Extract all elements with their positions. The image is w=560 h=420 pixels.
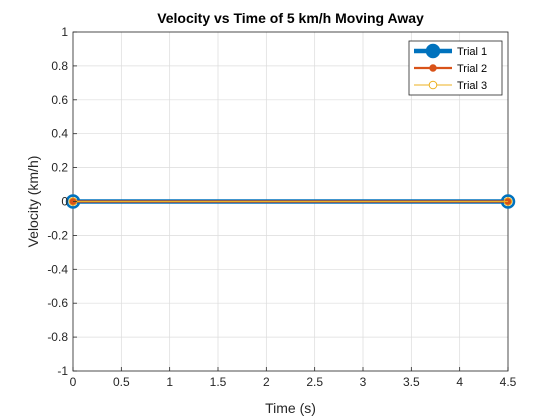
x-tick-label: 1 bbox=[166, 375, 173, 389]
y-tick-label: -0.2 bbox=[47, 228, 68, 242]
y-tick-label: -0.8 bbox=[47, 330, 68, 344]
y-tick-label: 0.2 bbox=[51, 161, 68, 175]
legend-marker bbox=[429, 64, 437, 72]
x-tick-label: 4.5 bbox=[500, 375, 517, 389]
y-axis-label: Velocity (km/h) bbox=[25, 156, 41, 248]
y-tick-label: 0.6 bbox=[51, 93, 68, 107]
legend-entry: Trial 1 bbox=[414, 43, 487, 59]
series-layer bbox=[65, 194, 516, 209]
legend-label: Trial 1 bbox=[457, 46, 487, 58]
legend-entry: Trial 2 bbox=[414, 63, 487, 75]
legend-label: Trial 3 bbox=[457, 80, 487, 92]
x-tick-label: 4 bbox=[456, 375, 463, 389]
legend-marker bbox=[428, 80, 438, 90]
x-tick-label: 2.5 bbox=[306, 375, 323, 389]
legend-label: Trial 2 bbox=[457, 63, 487, 75]
y-tick-label: 0.4 bbox=[51, 127, 68, 141]
x-tick-label: 3 bbox=[360, 375, 367, 389]
y-tick-label: -0.6 bbox=[47, 296, 68, 310]
x-axis-label: Time (s) bbox=[265, 400, 316, 416]
legend-marker bbox=[425, 43, 441, 59]
x-tick-label: 0 bbox=[70, 375, 77, 389]
x-tick-label: 1.5 bbox=[210, 375, 227, 389]
y-tick-label: -1 bbox=[57, 364, 68, 378]
y-tick-label: 0.8 bbox=[51, 59, 68, 73]
legend-entry: Trial 3 bbox=[414, 80, 487, 92]
legend: Trial 1 Trial 2 Trial 3 bbox=[408, 40, 503, 96]
y-tick-label: -0.4 bbox=[47, 262, 68, 276]
chart-title: Velocity vs Time of 5 km/h Moving Away bbox=[157, 10, 424, 26]
y-tick-label: 0 bbox=[61, 195, 68, 209]
y-tick-label: 1 bbox=[61, 25, 68, 39]
x-tick-label: 3.5 bbox=[403, 375, 420, 389]
data-point bbox=[503, 197, 513, 206]
tick-labels: 0 0.5 1 1.5 2 2.5 3 3.5 4 4.5 1 0.8 0.6 0.4 0.2 0 -0.2 -0… bbox=[47, 25, 516, 389]
x-tick-label: 0.5 bbox=[113, 375, 130, 389]
x-tick-label: 2 bbox=[263, 375, 270, 389]
